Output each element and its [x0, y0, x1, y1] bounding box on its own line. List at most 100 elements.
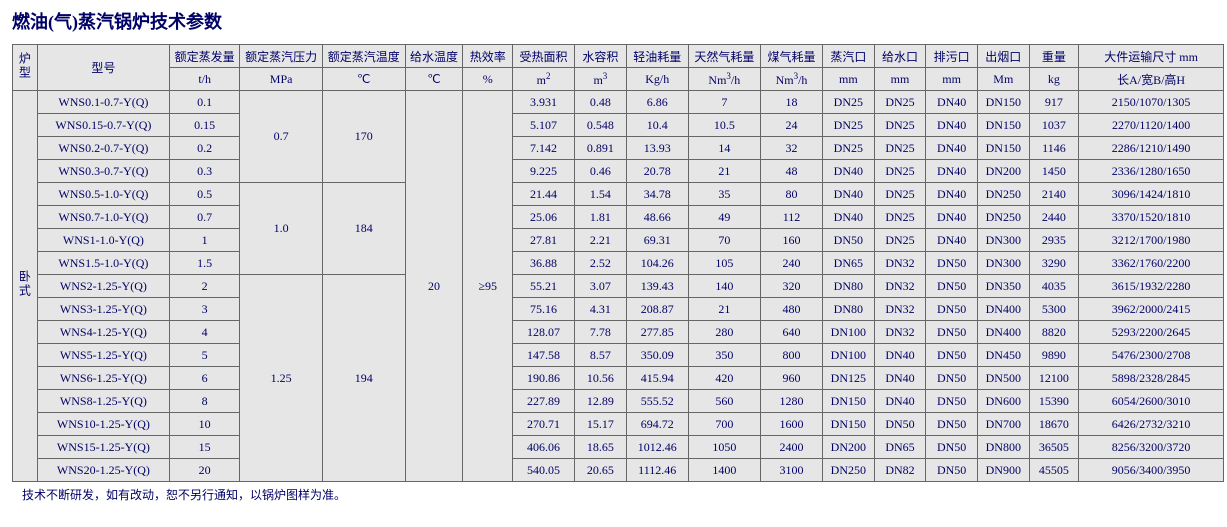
cell-dim: 8256/3200/3720: [1079, 436, 1224, 459]
cell-vol: 1.81: [575, 206, 627, 229]
cell-dim: 6054/2600/3010: [1079, 390, 1224, 413]
cell-dim: 3962/2000/2415: [1079, 298, 1224, 321]
spec-table: 炉型 型号 额定蒸发量 额定蒸汽压力 额定蒸汽温度 给水温度 热效率 受热面积 …: [12, 44, 1224, 482]
cell-coal: 18: [761, 91, 823, 114]
hdr-evap: 额定蒸发量: [170, 45, 240, 68]
table-row: WNS0.15-0.7-Y(Q)0.155.1070.54810.410.524…: [13, 114, 1224, 137]
table-row: WNS1.5-1.0-Y(Q)1.536.882.52104.26105240D…: [13, 252, 1224, 275]
cell-vol: 15.17: [575, 413, 627, 436]
cell-wt: 1146: [1029, 137, 1079, 160]
cell-area: 21.44: [513, 183, 575, 206]
cell-ng: 140: [688, 275, 760, 298]
cell-model: WNS0.7-1.0-Y(Q): [37, 206, 169, 229]
cell-oil: 34.78: [626, 183, 688, 206]
cell-model: WNS0.2-0.7-Y(Q): [37, 137, 169, 160]
hdr-smoke: 出烟口: [977, 45, 1029, 68]
cell-smoke: DN250: [977, 206, 1029, 229]
cell-vol: 8.57: [575, 344, 627, 367]
cell-feedp: DN65: [874, 436, 926, 459]
cell-evap: 5: [170, 344, 240, 367]
cell-vol: 4.31: [575, 298, 627, 321]
hdr-temp: 额定蒸汽温度: [322, 45, 405, 68]
cell-smoke: DN400: [977, 321, 1029, 344]
cell-ng: 35: [688, 183, 760, 206]
cell-dim: 3212/1700/1980: [1079, 229, 1224, 252]
cell-ng: 21: [688, 160, 760, 183]
cell-vol: 3.07: [575, 275, 627, 298]
cell-feedp: DN25: [874, 206, 926, 229]
cell-oil: 10.4: [626, 114, 688, 137]
cell-dim: 3370/1520/1810: [1079, 206, 1224, 229]
cell-feedp: DN40: [874, 367, 926, 390]
cell-oil: 6.86: [626, 91, 688, 114]
cell-smoke: DN300: [977, 252, 1029, 275]
cell-steam: DN80: [823, 275, 875, 298]
hdr-blow: 排污口: [926, 45, 978, 68]
cell-ng: 280: [688, 321, 760, 344]
cell-blow: DN40: [926, 206, 978, 229]
cell-steam: DN40: [823, 206, 875, 229]
cell-feedp: DN25: [874, 183, 926, 206]
cell-model: WNS5-1.25-Y(Q): [37, 344, 169, 367]
cell-area: 55.21: [513, 275, 575, 298]
cell-model: WNS0.15-0.7-Y(Q): [37, 114, 169, 137]
furnace-type-cell: 卧式: [13, 91, 38, 482]
cell-dim: 2336/1280/1650: [1079, 160, 1224, 183]
cell-dim: 2150/1070/1305: [1079, 91, 1224, 114]
cell-vol: 2.21: [575, 229, 627, 252]
footnote: 技术不断研发，如有改动，恕不另行通知，以锅炉图样为准。: [22, 486, 1223, 503]
hdr-oil: 轻油耗量: [626, 45, 688, 68]
cell-evap: 0.15: [170, 114, 240, 137]
unit-oil: Kg/h: [626, 68, 688, 91]
cell-area: 190.86: [513, 367, 575, 390]
cell-evap: 4: [170, 321, 240, 344]
hdr-coal: 煤气耗量: [761, 45, 823, 68]
cell-vol: 10.56: [575, 367, 627, 390]
cell-steam: DN40: [823, 160, 875, 183]
header-row-1: 炉型 型号 额定蒸发量 额定蒸汽压力 额定蒸汽温度 给水温度 热效率 受热面积 …: [13, 45, 1224, 68]
cell-ng: 350: [688, 344, 760, 367]
cell-evap: 8: [170, 390, 240, 413]
cell-blow: DN40: [926, 91, 978, 114]
cell-model: WNS2-1.25-Y(Q): [37, 275, 169, 298]
cell-coal: 32: [761, 137, 823, 160]
table-row: WNS0.3-0.7-Y(Q)0.39.2250.4620.782148DN40…: [13, 160, 1224, 183]
cell-steam: DN125: [823, 367, 875, 390]
cell-model: WNS1.5-1.0-Y(Q): [37, 252, 169, 275]
cell-smoke: DN300: [977, 229, 1029, 252]
cell-feedp: DN25: [874, 160, 926, 183]
hdr-area: 受热面积: [513, 45, 575, 68]
cell-oil: 104.26: [626, 252, 688, 275]
cell-smoke: DN150: [977, 114, 1029, 137]
cell-steam: DN200: [823, 436, 875, 459]
cell-evap: 1.5: [170, 252, 240, 275]
cell-ng: 49: [688, 206, 760, 229]
cell-oil: 555.52: [626, 390, 688, 413]
cell-ng: 700: [688, 413, 760, 436]
cell-smoke: DN450: [977, 344, 1029, 367]
unit-feedp: mm: [874, 68, 926, 91]
cell-feedp: DN40: [874, 344, 926, 367]
cell-smoke: DN900: [977, 459, 1029, 482]
hdr-feed: 给水温度: [405, 45, 463, 68]
cell-model: WNS0.3-0.7-Y(Q): [37, 160, 169, 183]
cell-dim: 3615/1932/2280: [1079, 275, 1224, 298]
cell-steam: DN100: [823, 344, 875, 367]
cell-wt: 12100: [1029, 367, 1079, 390]
cell-dim: 5293/2200/2645: [1079, 321, 1224, 344]
cell-model: WNS3-1.25-Y(Q): [37, 298, 169, 321]
cell-blow: DN40: [926, 114, 978, 137]
cell-model: WNS15-1.25-Y(Q): [37, 436, 169, 459]
cell-coal: 640: [761, 321, 823, 344]
cell-wt: 2440: [1029, 206, 1079, 229]
cell-area: 7.142: [513, 137, 575, 160]
cell-evap: 0.3: [170, 160, 240, 183]
cell-vol: 12.89: [575, 390, 627, 413]
table-row: WNS8-1.25-Y(Q)8227.8912.89555.525601280D…: [13, 390, 1224, 413]
cell-oil: 1012.46: [626, 436, 688, 459]
cell-model: WNS4-1.25-Y(Q): [37, 321, 169, 344]
cell-ng: 10.5: [688, 114, 760, 137]
table-row: WNS3-1.25-Y(Q)375.164.31208.8721480DN80D…: [13, 298, 1224, 321]
cell-steam: DN100: [823, 321, 875, 344]
unit-blow: mm: [926, 68, 978, 91]
